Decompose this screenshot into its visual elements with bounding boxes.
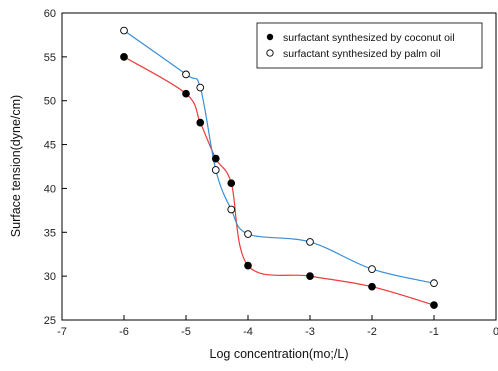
- legend-box: [256, 22, 483, 69]
- y-tick-label: 30: [44, 271, 56, 283]
- legend-label-coconut: surfactant synthesized by coconut oil: [283, 32, 455, 44]
- y-tick-label: 35: [44, 227, 56, 239]
- x-tick-label: -6: [119, 326, 129, 338]
- x-tick-label: -7: [57, 326, 67, 338]
- data-point-series-0: [211, 154, 220, 163]
- y-tick-label: 60: [44, 8, 56, 20]
- y-tick-label: 25: [44, 315, 56, 327]
- plot-area-frame: [61, 12, 497, 321]
- x-tick-label: -1: [429, 326, 439, 338]
- y-tick-label: 40: [44, 183, 56, 195]
- data-point-series-1: [211, 166, 220, 174]
- y-axis-title: Surface tension(dyne/cm): [9, 95, 23, 237]
- data-point-series-1: [368, 265, 376, 273]
- x-tick-label: 0: [493, 326, 498, 338]
- y-tick-label: 50: [44, 96, 56, 108]
- data-point-series-1: [430, 279, 438, 288]
- x-tick-label: -3: [305, 326, 315, 338]
- data-point-series-0: [227, 179, 236, 188]
- data-point-series-0: [120, 53, 128, 61]
- x-tick-label: -4: [243, 326, 253, 338]
- legend: surfactant synthesized by coconut oil su…: [256, 22, 483, 69]
- fit-curve-series-1: [123, 30, 435, 284]
- data-point-series-0: [244, 261, 252, 270]
- data-point-series-0: [306, 272, 314, 280]
- y-tick-label: 45: [44, 140, 56, 152]
- x-axis-title: Log concentration(mo;/L): [210, 347, 349, 361]
- x-tick-label: -5: [181, 326, 191, 338]
- y-tick-label: 55: [44, 52, 56, 64]
- data-point-series-1: [120, 26, 128, 35]
- ticks-layer: -7 -6 -5 -4 -3 -2 -1 0 25 30 35 40 45 50 55 60: [44, 8, 498, 338]
- legend-marker-coconut: [266, 33, 274, 41]
- data-point-series-1: [227, 205, 236, 214]
- legend-marker-palm: [266, 49, 274, 57]
- data-point-series-0: [368, 282, 376, 291]
- fit-curve-series-0: [123, 56, 435, 306]
- data-point-series-0: [196, 118, 205, 127]
- fit-curves-layer: [123, 30, 435, 306]
- data-point-series-1: [196, 83, 205, 92]
- data-points-layer: [120, 26, 438, 309]
- data-point-series-0: [182, 89, 190, 98]
- data-point-series-1: [306, 238, 314, 246]
- data-point-series-0: [430, 301, 438, 309]
- x-tick-label: -2: [367, 326, 377, 338]
- legend-label-palm: surfactant synthesized by palm oil: [283, 48, 441, 60]
- data-point-series-1: [182, 70, 190, 79]
- data-point-series-1: [244, 230, 252, 238]
